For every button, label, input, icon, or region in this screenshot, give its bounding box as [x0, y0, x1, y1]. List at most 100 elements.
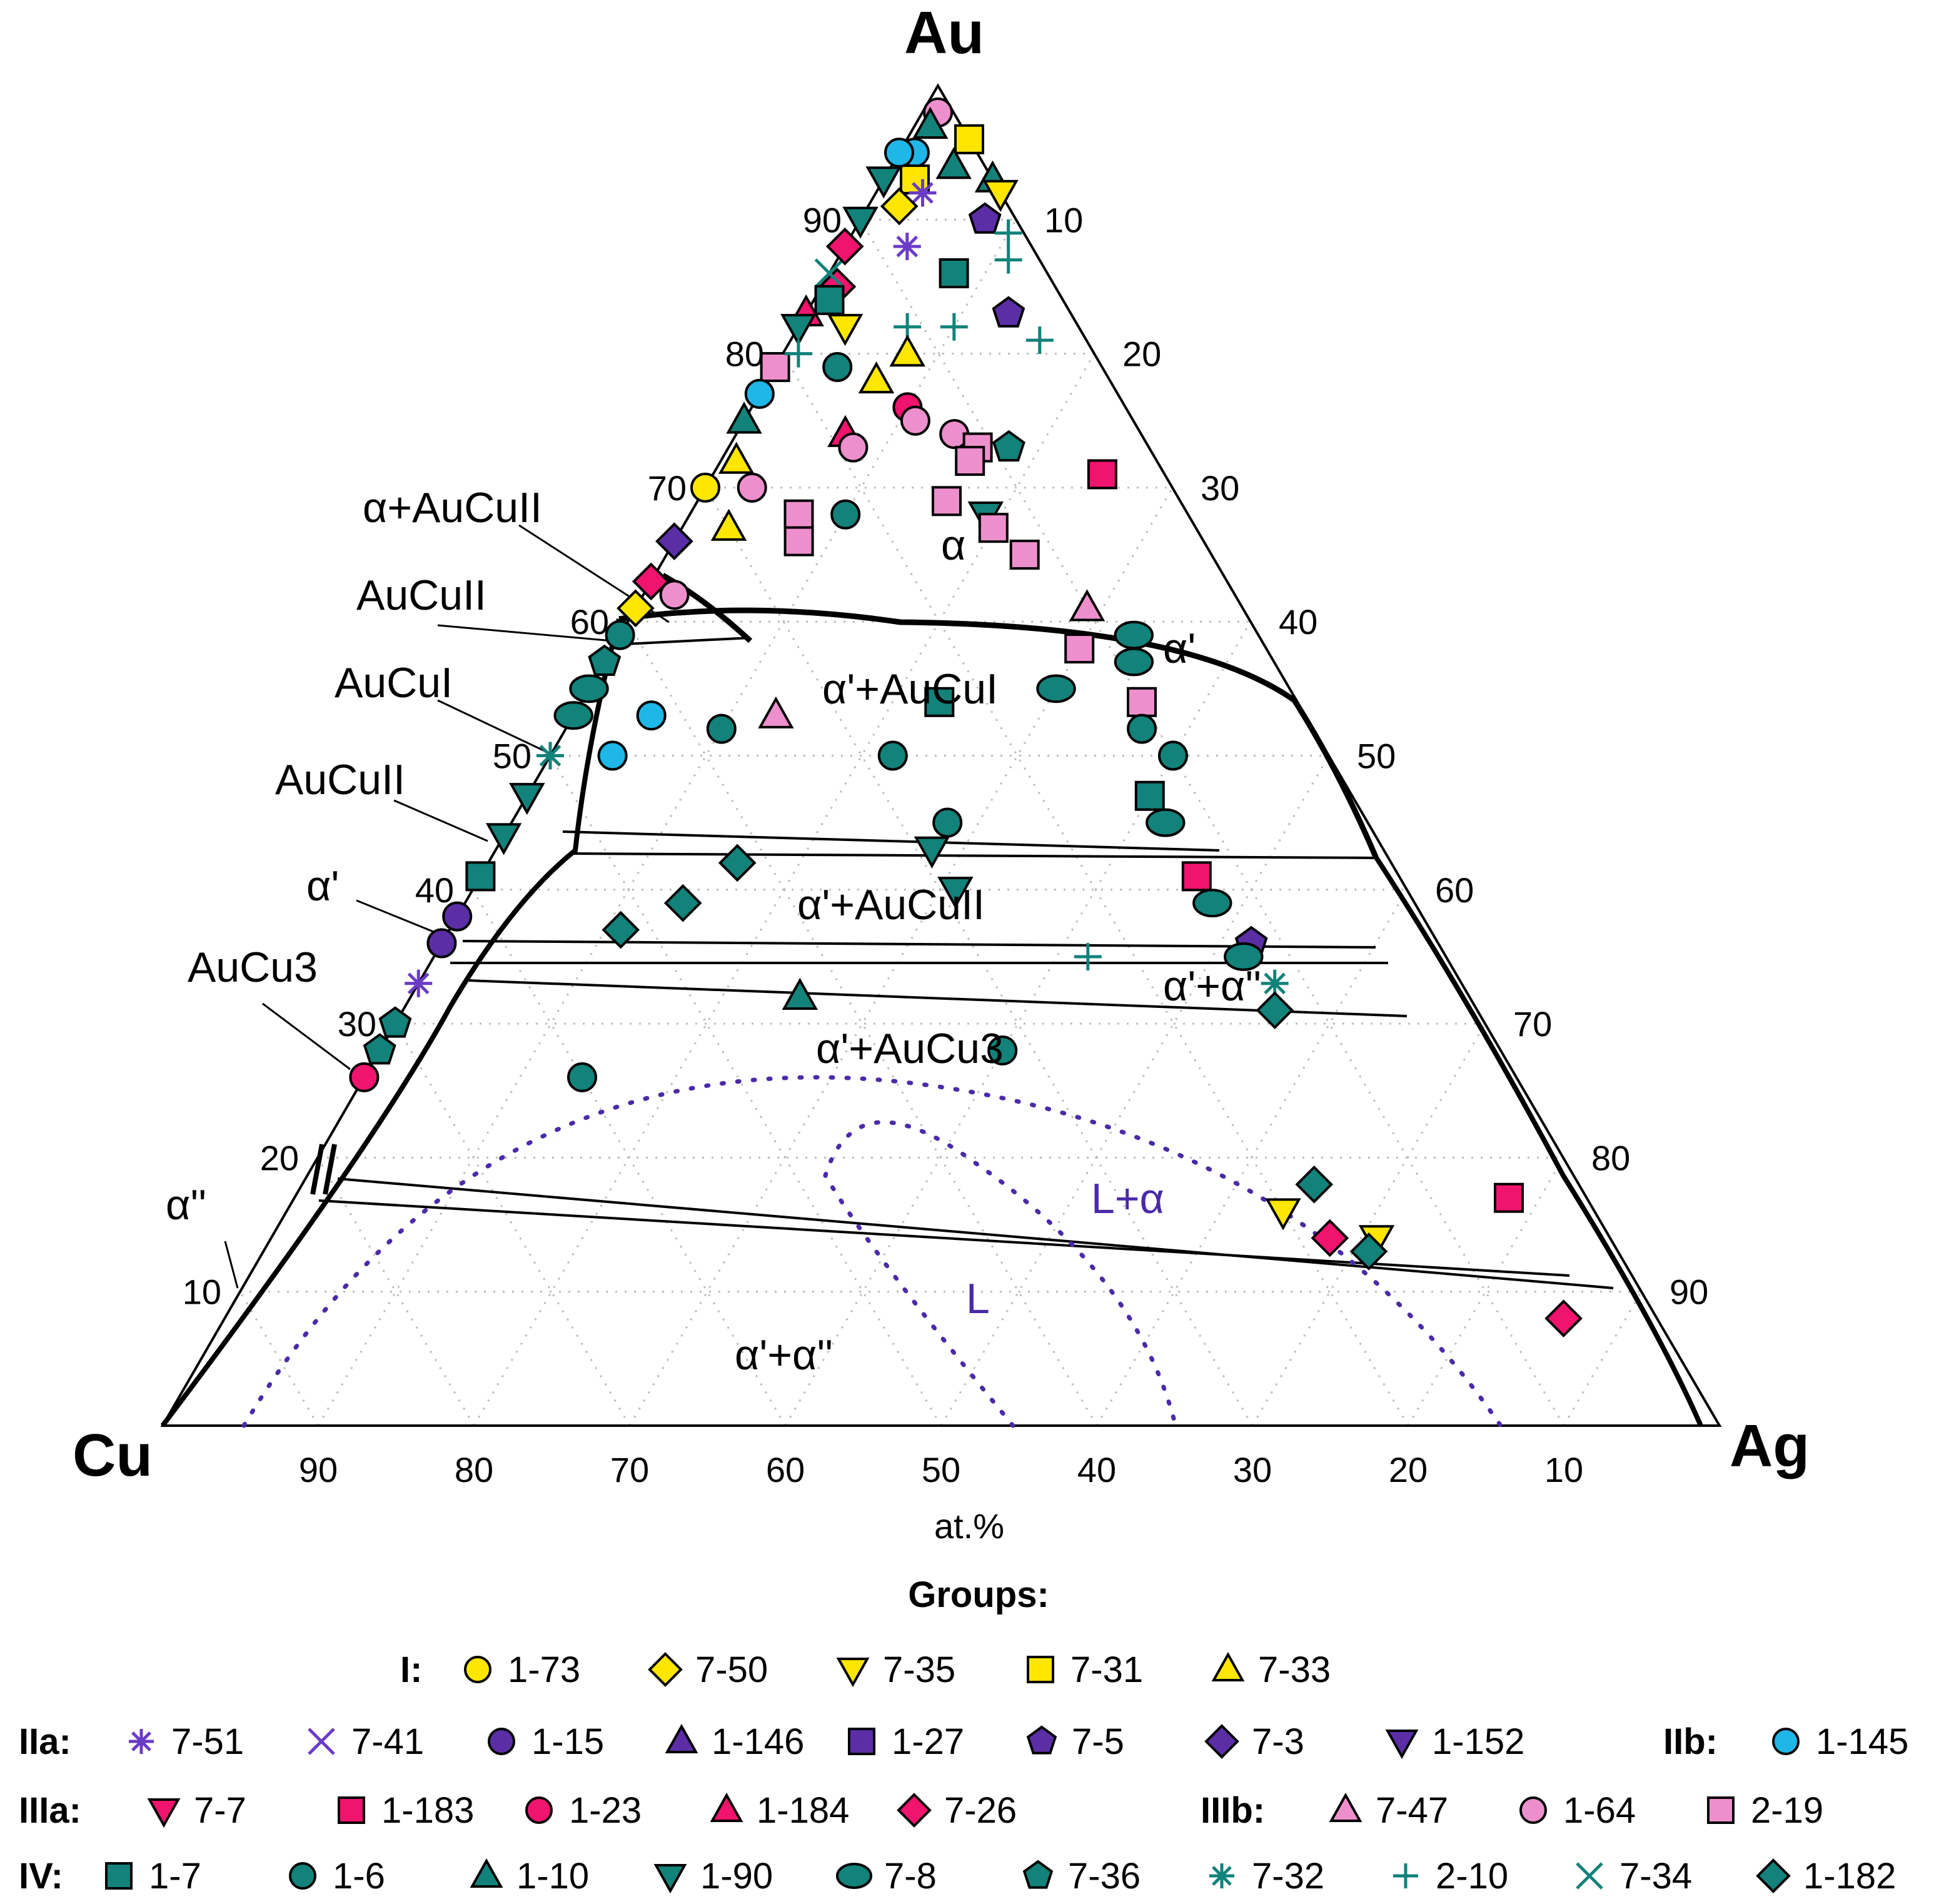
data-point-32: [955, 446, 985, 476]
data-point-103: [744, 378, 775, 409]
tick-left-4: 50: [493, 737, 531, 776]
tick-bottom-8: 10: [1544, 1450, 1583, 1489]
legend-label-3-2: 1-23: [569, 1790, 642, 1831]
data-point-4: [935, 147, 972, 179]
data-point-96: [442, 901, 473, 932]
legend-label-1-7: 1-152: [1432, 1721, 1524, 1762]
phase-label-9: α'+AuCuI: [822, 665, 998, 713]
legend-label-4-1: 1-64: [1563, 1790, 1636, 1831]
legend-label-5-4: 7-8: [884, 1856, 937, 1896]
legend-marker-0-1: [648, 1652, 683, 1687]
data-point-81: [636, 700, 667, 731]
data-point-82: [597, 740, 628, 771]
data-point-77: [602, 910, 640, 949]
legend-label-1-5: 7-5: [1072, 1721, 1124, 1762]
data-point-65: [1074, 942, 1102, 970]
data-points: [349, 97, 1583, 1337]
data-point-98: [405, 969, 433, 997]
data-point-51: [1158, 740, 1188, 771]
grid-ag-70: [1251, 1023, 1486, 1426]
tie-line-8: [318, 1199, 1570, 1277]
phase-label-4: α': [306, 862, 339, 910]
phase-label-5: AuCu3: [188, 944, 318, 991]
data-point-35: [932, 486, 962, 516]
data-point-49: [758, 696, 794, 728]
data-point-89: [588, 644, 622, 676]
phase-label-1: AuCuII: [356, 572, 486, 619]
tick-right-1: 20: [1122, 335, 1161, 374]
legend-label-5-7: 2-10: [1436, 1856, 1508, 1896]
tick-left-1: 80: [725, 335, 764, 374]
data-point-102: [760, 352, 790, 383]
data-point-112: [784, 340, 812, 368]
legend-label-0-4: 7-33: [1258, 1650, 1331, 1690]
phase-label-14: L: [966, 1275, 990, 1322]
data-point-40: [783, 526, 814, 557]
data-point-83: [718, 441, 755, 474]
data-point-64: [782, 977, 818, 1010]
data-point-74: [877, 740, 908, 771]
phase-label-8: α': [1163, 625, 1196, 672]
legend-label-1-3: 1-146: [712, 1721, 804, 1762]
data-point-6: [909, 179, 937, 207]
data-point-110: [814, 285, 845, 315]
tie-line-7: [337, 1177, 1614, 1289]
phase-label-12: α'+AuCu3: [816, 1025, 1004, 1072]
legend-label-5-0: 1-7: [149, 1856, 201, 1896]
legend-marker-1-1: [308, 1728, 335, 1755]
data-point-50: [1127, 713, 1157, 744]
grid-cu-10: [859, 219, 1565, 1426]
legend-label-1-1: 7-41: [351, 1721, 424, 1762]
legend: I: 1-73 7-50 7-35 7-31 7-33 IIa: 7-51 7-41 1-15 1-…: [19, 1650, 1908, 1896]
legend-label-3-1: 1-183: [381, 1790, 474, 1831]
unit-label: at.%: [934, 1506, 1004, 1546]
data-point-45: [1114, 647, 1154, 677]
data-point-84: [690, 472, 720, 503]
data-point-18: [992, 296, 1025, 328]
data-point-20: [940, 313, 968, 341]
legend-marker-5-4: [836, 1863, 872, 1889]
data-point-41: [1009, 540, 1040, 570]
legend-group-5: IV:: [19, 1856, 63, 1896]
grid-ag-60: [1095, 889, 1408, 1426]
tie-line-2: [562, 830, 1220, 852]
data-point-100: [363, 1033, 396, 1065]
legend-label-2-0: 1-145: [1816, 1721, 1908, 1762]
legend-marker-5-6: [1209, 1863, 1234, 1888]
legend-marker-5-5: [1022, 1860, 1054, 1889]
legend-label-3-3: 1-184: [757, 1790, 849, 1831]
tick-bottom-0: 90: [299, 1450, 338, 1489]
tick-bottom-3: 60: [766, 1450, 805, 1489]
data-point-62: [1256, 991, 1294, 1029]
data-point-31: [992, 430, 1025, 462]
phase-label-6: α'': [166, 1181, 206, 1229]
legend-marker-5-8: [1576, 1862, 1603, 1890]
data-point-14: [939, 258, 969, 289]
liquidus-inner: [823, 1120, 1178, 1428]
legend-group-0: I:: [400, 1650, 422, 1690]
legend-group-1: IIa:: [19, 1721, 71, 1762]
tick-right-2: 30: [1201, 468, 1239, 508]
data-point-47: [1127, 687, 1157, 717]
legend-marker-1-7: [1385, 1730, 1419, 1760]
phase-labels: α+AuCuII AuCuII AuCuI AuCuII α' AuCu3 α'…: [166, 484, 1261, 1379]
data-point-60: [1224, 942, 1264, 971]
tick-left-7: 20: [260, 1138, 299, 1177]
legend-marker-3-2: [525, 1796, 553, 1824]
vertex-au: Au: [904, 0, 984, 66]
data-point-3: [954, 124, 984, 154]
tick-bottom-5: 40: [1077, 1450, 1116, 1489]
data-point-58: [1192, 889, 1232, 918]
data-point-86: [710, 508, 747, 541]
tick-bottom-1: 80: [455, 1450, 493, 1489]
data-point-34: [737, 472, 767, 503]
tie-line-6: [468, 979, 1408, 1017]
tie-line-3: [568, 852, 1376, 859]
data-point-101: [349, 1062, 380, 1092]
data-point-29: [838, 432, 869, 463]
data-point-95: [465, 861, 496, 892]
data-point-107: [842, 206, 879, 239]
legend-marker-3-1: [338, 1796, 365, 1824]
legend-marker-1-6: [1204, 1724, 1239, 1759]
